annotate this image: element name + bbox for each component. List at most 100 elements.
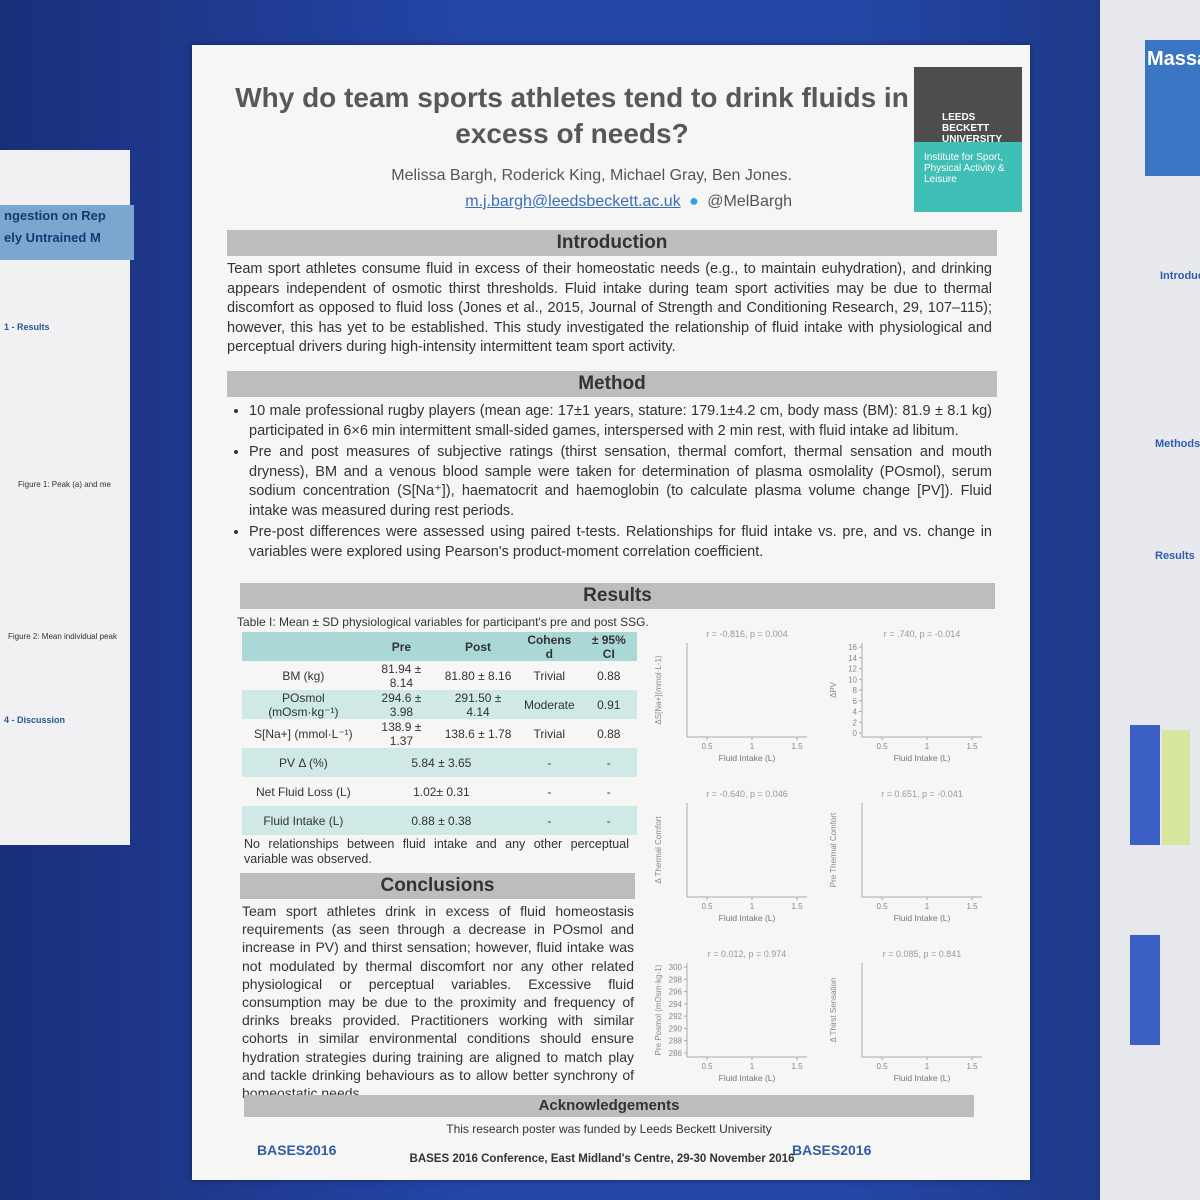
y-tick-label: 298 [669, 975, 683, 984]
y-tick-label: 300 [669, 963, 683, 972]
y-tick-label: 292 [669, 1012, 683, 1021]
header-row: Pre Post Cohens d ± 95% CI [242, 632, 637, 661]
table-cell: POsmol (mOsm·kg⁻¹) [242, 690, 365, 719]
email[interactable]: m.j.bargh@leedsbeckett.ac.uk [465, 193, 681, 210]
heading: Methods [1155, 438, 1200, 450]
x-tick-label: 1 [925, 902, 930, 911]
header-cell: Pre [364, 632, 439, 661]
y-label: ΔS[Na+](mmol·L-1) [654, 655, 663, 724]
section-heading: Conclusions [240, 873, 635, 899]
x-tick-label: 1.5 [791, 902, 803, 911]
x-tick-label: 0.5 [876, 742, 888, 751]
title-line: ely Untrained M [4, 230, 101, 245]
scatter-plot: r = 0.012, p = 0.974 Pre Posmol (mOsm·kg-… [654, 949, 807, 1083]
table-cell: Trivial [533, 668, 566, 683]
y-tick-label: 0 [853, 729, 858, 738]
title: Why do team sports athletes tend to drin… [235, 82, 909, 149]
x-tick-label: 1 [925, 1062, 930, 1071]
y-tick-label: 6 [853, 697, 858, 706]
y-tick-label: 288 [669, 1037, 683, 1046]
table-cell: 0.88 ± 0.38 [364, 806, 519, 835]
y-label: Δ Thermal Comfort [654, 816, 663, 884]
intro-text: Team sport athletes consume fluid in exc… [227, 261, 992, 355]
table-cell: - [547, 784, 552, 799]
table-cell: 81.94 ± 8.14 [381, 661, 422, 690]
bullet: Pre and post measures of subjective rati… [249, 443, 992, 521]
x-tick-label: 1 [750, 1062, 755, 1071]
y-tick-label: 294 [669, 1000, 683, 1009]
decor-bar [1130, 935, 1160, 1045]
contacts: m.j.bargh@leedsbeckett.ac.uk ● @MelBargh [342, 193, 792, 211]
header-cell [242, 632, 365, 661]
heading: 4 - Discussion [4, 715, 66, 725]
table-cell: 5.84 ± 3.65 [364, 748, 519, 777]
y-label: ΔPV [829, 681, 838, 698]
plot-stat: r = -0.640, p = 0.046 [706, 789, 788, 799]
table-cell: - [606, 784, 611, 799]
y-tick-label: 290 [669, 1024, 683, 1033]
x-tick-label: 1.5 [966, 742, 978, 751]
table-row: PV Δ (%) 5.84 ± 3.65- - [242, 748, 637, 777]
x-label: Fluid Intake (L) [894, 753, 951, 763]
footer-logo: BASES2016 [257, 1142, 337, 1158]
method-text: 10 male professional rugby players (mean… [227, 402, 992, 564]
header-cell: ± 95% CI [580, 632, 637, 661]
scatter-plot: r = 0.651, p = -0.041 Pre Thermal Comfort… [829, 789, 982, 923]
table-cell: 1.02± 0.31 [413, 784, 470, 799]
x-label: Fluid Intake (L) [719, 1073, 776, 1083]
table-cell: PV Δ (%) [242, 748, 365, 777]
x-tick-label: 0.5 [876, 1062, 888, 1071]
y-tick-label: 2 [853, 718, 858, 727]
table-cell: Net Fluid Loss (L) [256, 784, 351, 799]
department: Institute for Sport, Physical Activity &… [914, 142, 1022, 212]
x-tick-label: 1 [750, 902, 755, 911]
left-poster: ngestion on Rep ely Untrained M 1 - Resu… [0, 150, 134, 845]
scatter-plot: r = .740, p = -0.014 ΔPV Fluid Intake (L) 0… [829, 629, 982, 763]
y-tick-label: 16 [848, 643, 857, 652]
x-tick-label: 1 [750, 742, 755, 751]
x-tick-label: 1.5 [966, 902, 978, 911]
y-label: Δ Thirst Sensation [829, 978, 838, 1043]
table-cell: 0.91 [580, 690, 637, 719]
table-cell: 291.50 ± 4.14 [438, 690, 519, 719]
x-tick-label: 0.5 [701, 1062, 713, 1071]
right-poster: Massag Introduction Methods Results [1100, 0, 1200, 1200]
method-list: 10 male professional rugby players (mean… [227, 402, 992, 562]
y-tick-label: 286 [669, 1049, 683, 1058]
y-tick-label: 8 [853, 686, 858, 695]
footer-logo: BASES2016 [792, 1142, 872, 1158]
decor-bar [1162, 730, 1190, 845]
twitter-icon: ● [689, 193, 699, 210]
table-cell: 138.6 ± 1.78 [444, 726, 512, 741]
table-caption: Table I: Mean ± SD physiological variabl… [237, 615, 649, 629]
results-note: No relationships between fluid intake an… [244, 837, 629, 866]
table-cell: - [518, 806, 581, 835]
bullet: 10 male professional rugby players (mean… [249, 402, 992, 441]
x-label: Fluid Intake (L) [719, 913, 776, 923]
table-cell: 0.88 [597, 668, 621, 683]
plots: r = -0.816, p = 0.004 ΔS[Na+](mmol·L-1) Fl… [647, 625, 992, 1105]
x-tick-label: 1 [925, 742, 930, 751]
table-cell: S[Na+] (mmol·L⁻¹) [254, 726, 353, 741]
right-poster-title: Massag [1145, 40, 1200, 176]
table-cell: 81.80 ± 8.16 [444, 668, 512, 683]
header-cell: Cohens d [518, 632, 581, 661]
x-tick-label: 1.5 [966, 1062, 978, 1071]
logo: LEEDS BECKETT UNIVERSITY [914, 67, 1022, 145]
y-tick-label: 10 [848, 675, 857, 684]
decor-bar [1130, 725, 1160, 845]
x-tick-label: 0.5 [701, 742, 713, 751]
caption: Figure 1: Peak (a) and me [18, 480, 111, 489]
table-cell: Moderate [518, 690, 581, 719]
x-tick-label: 0.5 [701, 902, 713, 911]
bullet: Pre-post differences were assessed using… [249, 523, 992, 562]
header-cell: Post [438, 632, 519, 661]
twitter[interactable]: @MelBargh [707, 193, 792, 210]
results-table: Pre Post Cohens d ± 95% CI BM (kg) 81.94 ± 8.… [242, 632, 637, 835]
table-row: S[Na+] (mmol·L⁻¹) 138.9 ± 1.37 138.6 ± 1.7… [242, 719, 637, 748]
y-tick-label: 14 [848, 654, 857, 663]
y-tick-label: 12 [848, 665, 857, 674]
table-cell: - [580, 748, 637, 777]
table-cell: Trivial [533, 726, 566, 741]
